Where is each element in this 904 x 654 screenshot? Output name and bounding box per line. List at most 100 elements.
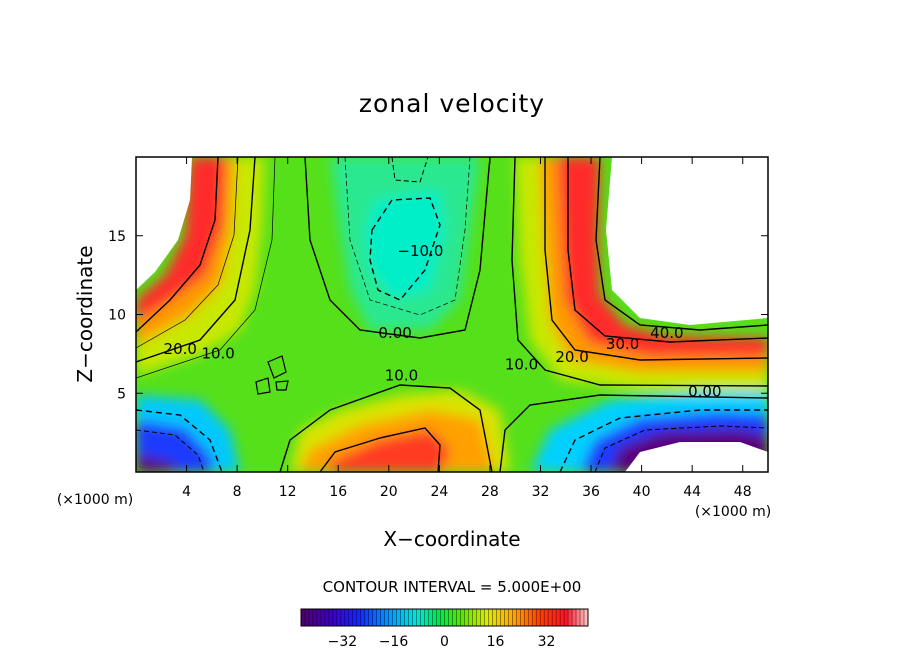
colorbar-cell — [312, 609, 318, 626]
x-tick-label: 12 — [279, 484, 297, 500]
colorbar-cell — [472, 609, 477, 626]
missing-region-top-left — [136, 157, 192, 290]
colorbar-cell — [500, 609, 505, 626]
colorbar-cell — [316, 609, 322, 626]
colorbar-cell — [301, 609, 306, 626]
colorbar-cell — [352, 609, 358, 626]
contour-label: 10.0 — [385, 367, 418, 385]
contour-line-lower-10 — [279, 384, 493, 472]
colorbar-cell — [484, 609, 489, 626]
x-tick-label: 24 — [430, 484, 448, 500]
colorbar-cell — [388, 609, 394, 626]
x-tick-label: 32 — [532, 484, 550, 500]
colorbar-cell — [444, 609, 449, 626]
colorbar-cell — [308, 609, 314, 626]
x-tick-label: 44 — [683, 484, 701, 500]
blob-right-red — [558, 157, 768, 356]
contour-line-small-loop — [267, 355, 287, 379]
contour-line-right-0 — [499, 394, 768, 472]
contour-label-layer: 20.0 10.00.00−10.010.010.0 20.030.040.00.0… — [164, 242, 722, 400]
colorbar-cell — [320, 609, 326, 626]
plot-area: 20.0 10.00.00−10.010.010.0 20.030.040.00.0… — [136, 157, 768, 472]
contour-label: 10.0 — [505, 356, 538, 374]
colorbar-cell — [524, 609, 529, 626]
x-tick-label: 8 — [233, 484, 242, 500]
missing-region-bottom-right — [625, 442, 768, 472]
contour-line-neg5-center — [344, 157, 471, 316]
colorbar-cell — [432, 609, 438, 626]
colorbar-cell — [340, 609, 346, 626]
contour-line-right-40 — [595, 157, 768, 331]
x-tick-label: 40 — [633, 484, 651, 500]
colorbar-cell — [536, 609, 541, 626]
colorbar-cell — [404, 609, 410, 626]
colorbar-cell — [368, 609, 374, 626]
colorbar-frame — [300, 608, 589, 627]
contour-line-bottom-right-neg — [559, 409, 768, 472]
blob-bottom-left-purple — [136, 455, 180, 472]
colorbar-cell — [464, 609, 469, 626]
colorbar-cell — [420, 609, 426, 626]
colorbar-cell — [564, 609, 569, 626]
colorbar-cell — [356, 609, 362, 626]
contour-label: 40.0 — [650, 324, 683, 342]
colorbar-cell — [384, 609, 390, 626]
colorbar-cell — [480, 609, 485, 626]
contour-line-right-10 — [511, 157, 768, 387]
x-units-right: (×1000 m) — [695, 504, 771, 520]
colorbar-cell — [408, 609, 414, 626]
x-axis-ticks: 4 8 12 16 20 24 28 32 36 40 44 48 — [182, 157, 752, 500]
colorbar-tick-label: 32 — [538, 634, 556, 650]
contour-lines — [136, 157, 768, 472]
y-tick-label: 15 — [108, 229, 126, 245]
contour-interval-text: CONTOUR INTERVAL = 5.000E+00 — [323, 578, 582, 596]
colorbar-cell — [544, 609, 549, 626]
contour-line-small-loop-3 — [275, 380, 289, 391]
colorbar-cell — [572, 609, 577, 626]
contour-line-small-loop-2 — [255, 377, 271, 395]
contour-label: 10.0 — [201, 345, 234, 363]
colorbar-cell — [452, 609, 457, 626]
colorbar-cell — [504, 609, 509, 626]
colorbar-cell — [488, 609, 493, 626]
x-tick-label: 48 — [734, 484, 752, 500]
colorbar-cell — [496, 609, 501, 626]
colorbar-cell — [380, 609, 386, 626]
colorbar-cell — [532, 609, 537, 626]
colorbar-cell — [332, 609, 338, 626]
colorbar-cell — [568, 609, 573, 626]
colorbar-tick-label: −16 — [379, 634, 409, 650]
chart-title: zonal velocity — [359, 89, 545, 118]
contour-label: 30.0 — [606, 335, 639, 353]
colorbar-cell — [528, 609, 533, 626]
colorbar-cell — [516, 609, 521, 626]
colorbar-cell — [492, 609, 497, 626]
colorbar-cell — [548, 609, 553, 626]
colorbar-cell — [416, 609, 422, 626]
y-tick-label: 5 — [117, 386, 126, 402]
colorbar-cell — [552, 609, 557, 626]
colorbar-cell — [448, 609, 453, 626]
colorbar-cell — [372, 609, 378, 626]
colorbar-cell — [580, 609, 585, 626]
contour-label: 0.00 — [688, 382, 721, 400]
contour-line-right-30 — [567, 157, 768, 343]
colorbar-cell — [364, 609, 370, 626]
colorbar-cell — [344, 609, 350, 626]
colorbar-cell — [360, 609, 366, 626]
colorbar-tick-label: 0 — [440, 634, 449, 650]
colorbar-cell — [576, 609, 581, 626]
x-tick-label: 36 — [582, 484, 600, 500]
contour-line-left-10 — [136, 157, 256, 363]
colorbar — [300, 609, 589, 626]
y-axis-ticks: 5 10 15 — [108, 229, 768, 402]
colorbar-tick-label: 16 — [487, 634, 505, 650]
contour-line-right-20 — [544, 157, 768, 361]
colorbar-cell — [336, 609, 342, 626]
x-axis-label: X−coordinate — [383, 527, 520, 551]
colorbar-cell — [512, 609, 517, 626]
colorbar-cell — [400, 609, 406, 626]
colorbar-cell — [460, 609, 465, 626]
contour-line-neg10-center — [369, 197, 441, 301]
